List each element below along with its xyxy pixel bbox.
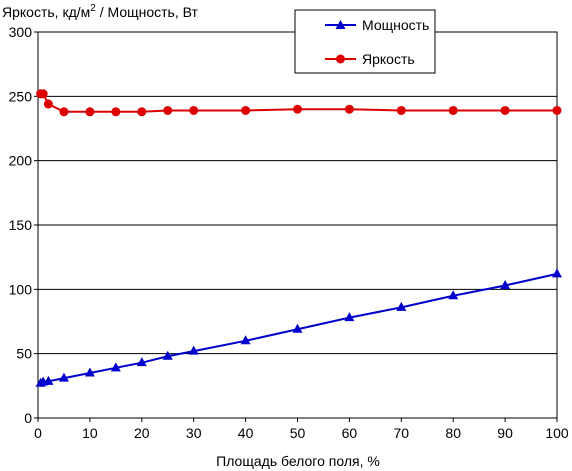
legend-marker-power — [335, 20, 346, 29]
y-tick-label-250: 250 — [9, 88, 33, 104]
data-point — [59, 107, 69, 117]
data-point — [110, 362, 121, 372]
data-point — [111, 107, 121, 117]
data-point — [448, 105, 458, 115]
grid-lines — [38, 31, 557, 419]
data-point — [448, 290, 459, 300]
data-point — [137, 107, 147, 117]
y-tick-label-50: 50 — [16, 346, 32, 362]
legend: Мощность Яркость — [294, 9, 436, 74]
y-axis-title: Яркость, кд/м2 / Мощность, Вт — [2, 3, 198, 20]
x-axis-title: Площадь белого поля, % — [216, 453, 380, 469]
data-point — [43, 99, 53, 109]
data-point — [43, 375, 54, 385]
data-point — [293, 104, 302, 114]
data-point — [552, 105, 562, 115]
data-point — [85, 107, 95, 117]
x-tick-label-10: 10 — [82, 425, 98, 441]
series-line-1 — [40, 92, 557, 113]
data-point — [241, 105, 251, 115]
x-tick-label-40: 40 — [238, 425, 254, 441]
data-point — [500, 279, 511, 289]
y-tick-label-200: 200 — [9, 153, 33, 169]
series-line-0 — [40, 272, 558, 385]
data-point — [136, 357, 147, 367]
data-point — [500, 105, 510, 115]
data-point — [396, 301, 407, 311]
data-point — [188, 345, 199, 355]
legend-label-power: Мощность — [362, 17, 429, 33]
y-axis-ticks: 0 50 100 150 200 250 300 — [9, 24, 38, 426]
data-point — [344, 312, 355, 322]
series-layer — [35, 89, 562, 387]
y-tick-label-0: 0 — [24, 410, 32, 426]
legend-box — [294, 9, 436, 74]
data-point — [162, 350, 173, 360]
y-axis-title-superscript: 2 — [90, 3, 96, 14]
data-point — [396, 105, 406, 115]
x-tick-label-80: 80 — [445, 425, 461, 441]
data-point — [163, 105, 173, 115]
x-tick-label-60: 60 — [342, 425, 358, 441]
series-0 — [35, 268, 562, 387]
data-point — [189, 105, 199, 115]
data-point — [240, 335, 251, 345]
y-tick-label-300: 300 — [9, 24, 33, 40]
x-tick-label-30: 30 — [186, 425, 202, 441]
x-tick-label-50: 50 — [290, 425, 306, 441]
x-tick-label-100: 100 — [545, 425, 569, 441]
x-tick-label-0: 0 — [34, 425, 42, 441]
x-tick-label-20: 20 — [134, 425, 150, 441]
series-1 — [36, 89, 562, 117]
x-tick-label-70: 70 — [394, 425, 410, 441]
y-axis-title-rest: / Мощность, Вт — [96, 4, 199, 20]
y-axis-title-main: Яркость, кд/м — [2, 4, 90, 20]
data-point — [292, 323, 303, 333]
data-point — [58, 372, 69, 382]
x-tick-label-90: 90 — [497, 425, 513, 441]
data-point — [552, 268, 562, 278]
y-tick-label-100: 100 — [9, 281, 33, 297]
y-tick-label-150: 150 — [9, 217, 33, 233]
legend-marker-brightness — [336, 54, 345, 64]
data-point — [84, 367, 95, 377]
data-point — [38, 89, 48, 99]
legend-label-brightness: Яркость — [362, 51, 415, 67]
x-axis-ticks: 0 10 20 30 40 50 60 70 80 90 100 — [34, 418, 569, 441]
data-point — [344, 104, 354, 114]
